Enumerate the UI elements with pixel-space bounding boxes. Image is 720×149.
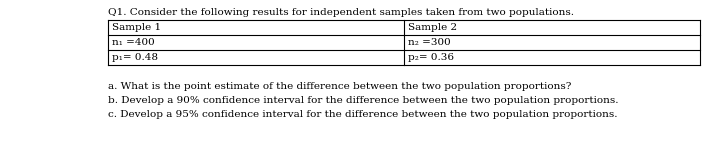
Text: Q1. Consider the following results for independent samples taken from two popula: Q1. Consider the following results for i… [108, 8, 574, 17]
Text: n₁ =400: n₁ =400 [112, 38, 155, 47]
Text: Sample 2: Sample 2 [408, 23, 457, 32]
Text: p₁= 0.48: p₁= 0.48 [112, 53, 158, 62]
Text: Sample 1: Sample 1 [112, 23, 161, 32]
Text: n₂ =300: n₂ =300 [408, 38, 451, 47]
Text: a. What is the point estimate of the difference between the two population propo: a. What is the point estimate of the dif… [108, 82, 572, 91]
Text: b. Develop a 90% confidence interval for the difference between the two populati: b. Develop a 90% confidence interval for… [108, 96, 618, 105]
Text: p₂= 0.36: p₂= 0.36 [408, 53, 454, 62]
Text: c. Develop a 95% confidence interval for the difference between the two populati: c. Develop a 95% confidence interval for… [108, 110, 618, 119]
